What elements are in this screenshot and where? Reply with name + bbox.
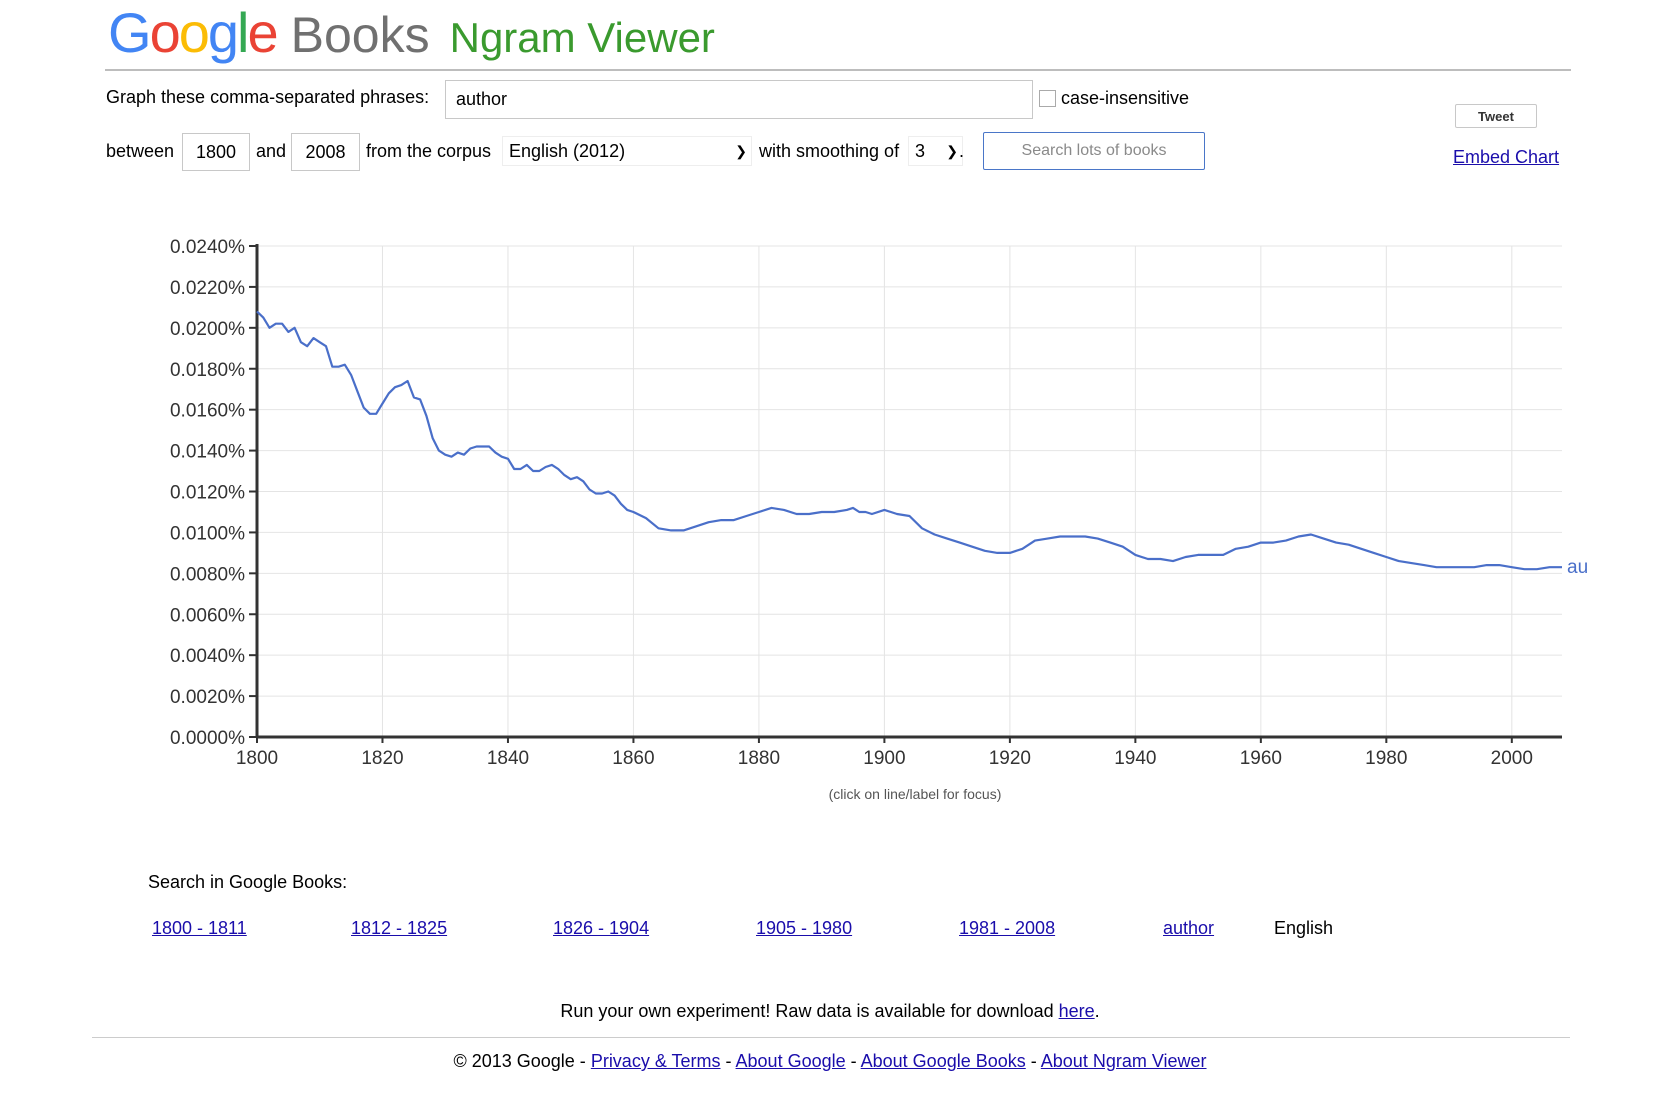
chevron-down-icon: ❯ [735, 142, 747, 159]
footer-sep: - [845, 1051, 861, 1071]
range-link-3[interactable]: 1826 - 1904 [553, 918, 650, 938]
y-tick-label: 0.0040% [170, 646, 245, 667]
case-insensitive-label: case-insensitive [1061, 88, 1190, 108]
case-insensitive-checkbox[interactable] [1039, 90, 1056, 107]
y-tick-label: 0.0080% [170, 564, 245, 585]
phrases-label: Graph these comma-separated phrases: [106, 87, 430, 107]
google-wordmark: Google [108, 1, 279, 64]
between-label: between [106, 141, 175, 161]
corpus-text: English [1274, 918, 1334, 938]
google-letter: g [207, 1, 239, 64]
series-end-label: au [1567, 557, 1588, 578]
end-year-input[interactable] [291, 133, 360, 171]
y-tick-label: 0.0160% [170, 401, 245, 422]
privacy-terms-link[interactable]: Privacy & Terms [590, 1051, 721, 1071]
header-divider [105, 69, 1571, 71]
x-tick-label: 1880 [738, 748, 780, 769]
and-label: and [256, 141, 287, 161]
download-text: Run your own experiment! Raw data is ava… [560, 1001, 1059, 1021]
tweet-button[interactable]: Tweet [1455, 104, 1537, 128]
x-tick-label: 1920 [989, 748, 1031, 769]
series-line-author [256, 310, 1562, 571]
search-books-title: Search in Google Books: [148, 872, 348, 892]
corpus-select[interactable]: English (2012) ❯ [502, 136, 752, 166]
footer-sep: - [1025, 1051, 1041, 1071]
x-tick-label: 1800 [236, 748, 278, 769]
ngram-chart: 0.0000% 0.0020% 0.0040% 0.0060% 0.0080% 0.010… [170, 237, 1588, 769]
search-button[interactable]: Search lots of books [983, 132, 1205, 170]
range-link-4[interactable]: 1905 - 1980 [756, 918, 853, 938]
y-tick-label: 0.0180% [170, 360, 245, 381]
range-link-1[interactable]: 1800 - 1811 [152, 918, 247, 938]
google-letter: o [178, 1, 210, 64]
google-books-logo: Google Books Ngram Viewer [108, 2, 715, 64]
footer-divider [92, 1037, 1570, 1038]
y-tick-label: 0.0200% [170, 319, 245, 340]
phrases-input[interactable] [445, 80, 1033, 119]
x-tick-label: 1860 [612, 748, 654, 769]
range-link-2[interactable]: 1812 - 1825 [351, 918, 448, 938]
footer: © 2013 Google - Privacy & Terms - About … [0, 1051, 1653, 1072]
y-tick-label: 0.0060% [170, 605, 245, 626]
x-tick-label: 1900 [863, 748, 905, 769]
y-tick-label: 0.0020% [170, 687, 245, 708]
chevron-down-icon: ❯ [946, 142, 958, 159]
about-ngram-viewer-link[interactable]: About Ngram Viewer [1040, 1051, 1207, 1071]
phrase-link[interactable]: author [1163, 918, 1215, 938]
books-wordmark: Books [290, 7, 430, 63]
download-here-link[interactable]: here [1058, 1001, 1095, 1021]
copyright: © 2013 Google - [453, 1051, 591, 1071]
x-tick-label: 1980 [1365, 748, 1407, 769]
x-tick-label: 1820 [361, 748, 403, 769]
smoothing-select-value: 3 [915, 140, 926, 161]
google-letter: l [237, 1, 250, 64]
y-tick-label: 0.0100% [170, 523, 245, 544]
x-tick-label: 2000 [1491, 748, 1533, 769]
google-letter: G [108, 1, 152, 64]
smoothing-select[interactable]: 3 ❯ [908, 136, 963, 166]
x-tick-label: 1840 [487, 748, 529, 769]
y-tick-label: 0.0000% [170, 728, 245, 749]
about-google-books-link[interactable]: About Google Books [860, 1051, 1026, 1071]
y-tick-label: 0.0140% [170, 442, 245, 463]
corpus-select-value: English (2012) [509, 140, 626, 161]
y-tick-label: 0.0120% [170, 483, 245, 504]
download-line: Run your own experiment! Raw data is ava… [0, 1001, 1653, 1022]
ngram-viewer-title: Ngram Viewer [449, 14, 715, 61]
footer-sep: - [720, 1051, 736, 1071]
y-tick-label: 0.0220% [170, 278, 245, 299]
y-tick-label: 0.0240% [170, 237, 245, 258]
embed-chart-link[interactable]: Embed Chart [1453, 147, 1560, 167]
range-link-5[interactable]: 1981 - 2008 [959, 918, 1056, 938]
google-letter: e [247, 1, 278, 64]
about-google-link[interactable]: About Google [735, 1051, 846, 1071]
smoothing-label: with smoothing of [759, 141, 900, 161]
google-letter: o [149, 1, 181, 64]
x-tick-label: 1940 [1114, 748, 1156, 769]
chart-hint: (click on line/label for focus) [828, 786, 1002, 802]
corpus-label: from the corpus [366, 141, 492, 161]
start-year-input[interactable] [182, 133, 250, 171]
download-suffix: . [1094, 1001, 1100, 1021]
smoothing-suffix: . [959, 141, 965, 161]
x-tick-label: 1960 [1240, 748, 1282, 769]
